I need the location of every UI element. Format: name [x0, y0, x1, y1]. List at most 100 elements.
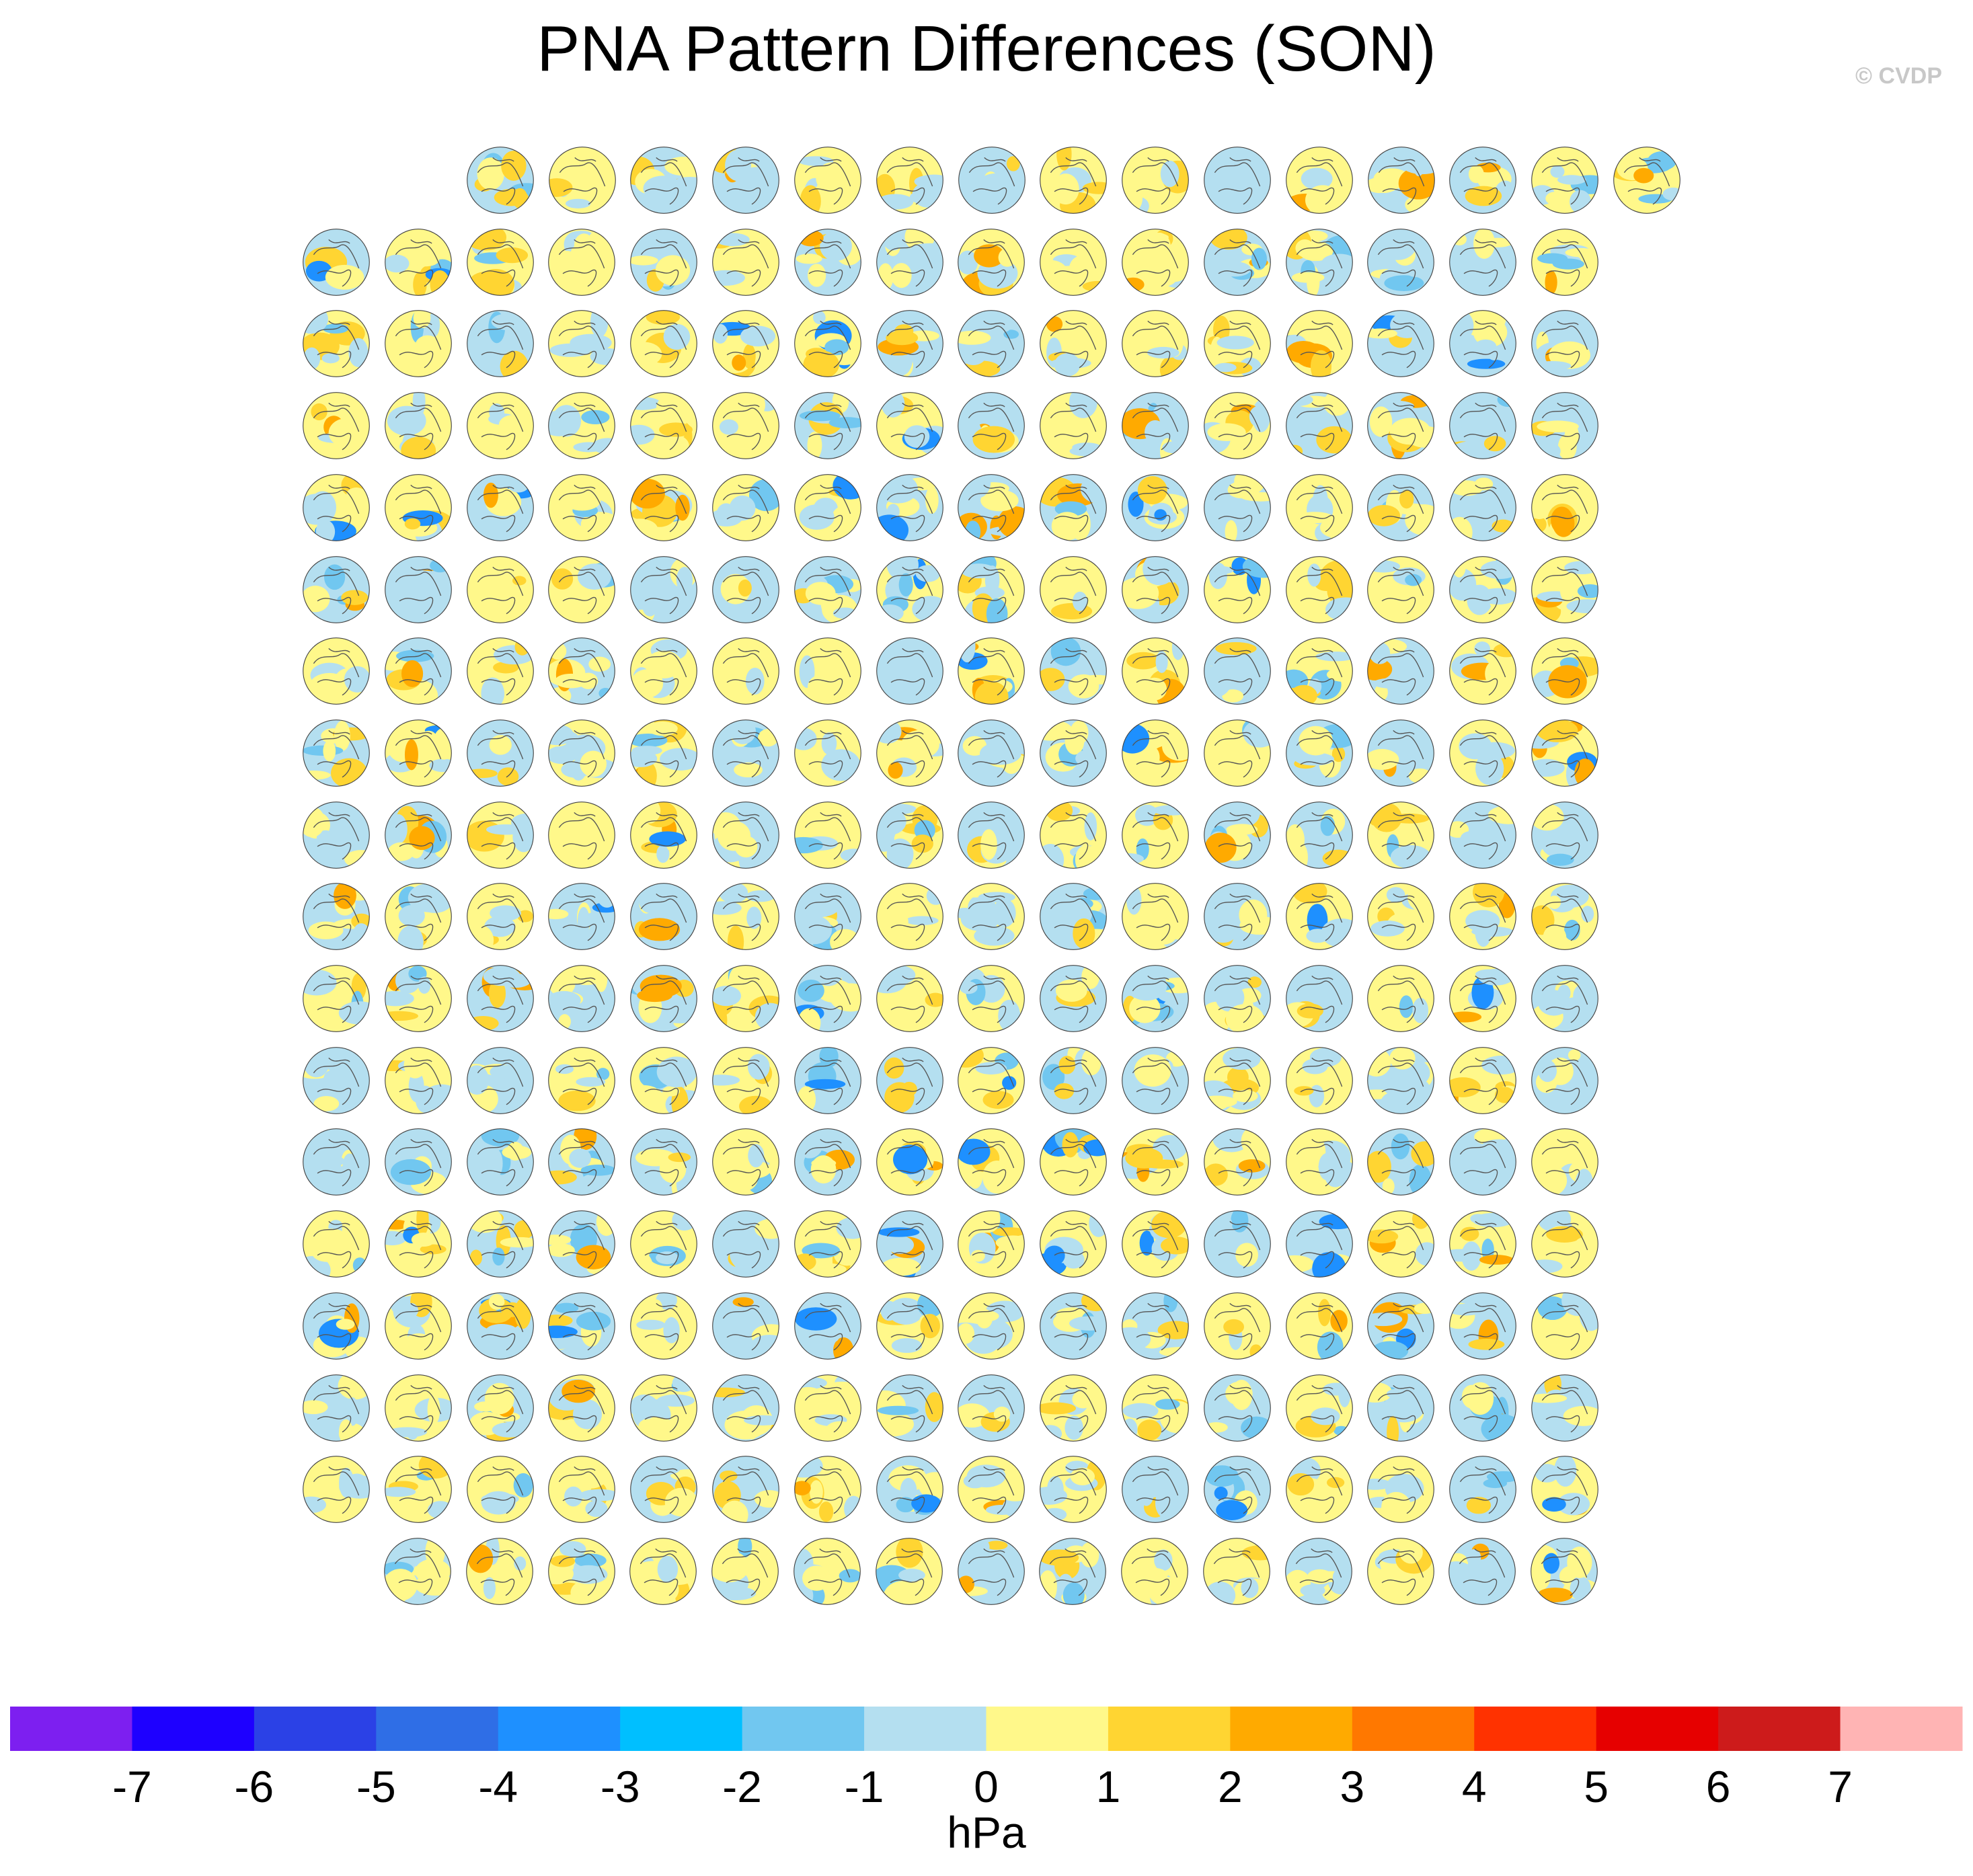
map-panel	[381, 388, 456, 463]
anomaly-blob	[1557, 175, 1586, 185]
polar-map	[958, 1374, 1026, 1442]
anomaly-blob	[1301, 167, 1333, 190]
coastline	[559, 239, 605, 287]
anomaly-blob	[738, 579, 752, 596]
coastline	[722, 321, 769, 368]
polar-map	[548, 965, 616, 1032]
anomaly-blob	[711, 1551, 750, 1583]
coastline	[641, 1467, 687, 1514]
map-panel	[381, 1288, 456, 1364]
anomaly-blob	[1368, 559, 1401, 573]
anomaly-blob	[796, 916, 832, 945]
anomaly-blob	[467, 1015, 499, 1031]
polar-map	[1367, 473, 1435, 541]
map-panel	[299, 797, 374, 873]
map-border	[794, 147, 861, 214]
map-panel	[1200, 1206, 1275, 1282]
map-border	[1039, 1538, 1107, 1605]
anomaly-blob	[728, 965, 758, 996]
map-border	[794, 883, 861, 951]
coastline	[1460, 648, 1506, 696]
anomaly-blob	[1231, 557, 1249, 575]
polar-map	[466, 801, 534, 869]
polar-map	[1531, 1046, 1598, 1114]
anomaly-blob	[1323, 392, 1350, 416]
map-border	[1122, 719, 1189, 787]
polar-map	[466, 473, 534, 541]
anomaly-blob	[488, 1149, 503, 1178]
colorbar-tick-label: 4	[1462, 1762, 1487, 1811]
polar-map	[712, 1046, 779, 1114]
anomaly-blob	[1391, 1134, 1410, 1160]
anomaly-blob	[876, 604, 904, 622]
polar-map	[466, 555, 534, 623]
coastline	[477, 157, 524, 205]
map-panel	[1527, 1452, 1602, 1527]
coastline	[886, 975, 933, 1023]
map-panel	[1282, 388, 1357, 463]
map-panel	[872, 143, 947, 218]
map-border	[712, 1456, 779, 1524]
chart-title: PNA Pattern Differences (SON)	[537, 13, 1436, 85]
map-panel	[954, 143, 1030, 218]
anomaly-blob	[1148, 264, 1178, 287]
coastline	[1214, 1057, 1261, 1105]
coastline	[1132, 402, 1179, 451]
map-panel	[544, 1043, 619, 1118]
polar-map	[1449, 473, 1517, 541]
anomaly-blob	[564, 1486, 583, 1507]
map-panel	[626, 961, 701, 1036]
map-border	[1449, 1210, 1517, 1278]
coastline	[804, 648, 851, 696]
polar-map	[1203, 228, 1271, 296]
anomaly-blob	[1298, 726, 1333, 756]
map-panel	[463, 1124, 538, 1200]
coastline	[641, 1302, 687, 1351]
anomaly-blob	[1561, 1292, 1594, 1316]
map-border	[1367, 310, 1435, 378]
anomaly-blob	[403, 1052, 426, 1079]
anomaly-blob	[721, 1050, 750, 1064]
coastline	[886, 1139, 933, 1187]
anomaly-blob	[1317, 1011, 1333, 1026]
map-panel	[1200, 715, 1275, 791]
map-border	[1285, 392, 1353, 459]
polar-map	[630, 801, 698, 869]
anomaly-blob	[958, 331, 991, 346]
map-border	[1531, 719, 1598, 787]
polar-map	[630, 883, 698, 951]
polar-map	[630, 1210, 698, 1278]
polar-map	[1285, 1374, 1353, 1442]
anomaly-blob	[408, 884, 448, 912]
anomaly-blob	[1208, 507, 1223, 534]
anomaly-blob	[429, 558, 451, 572]
polar-map	[1531, 801, 1598, 869]
polar-map	[1285, 310, 1353, 378]
map-panel	[954, 552, 1029, 627]
map-border	[876, 1456, 943, 1524]
polar-map	[1449, 555, 1517, 623]
map-panel	[1445, 1452, 1520, 1527]
anomaly-blob	[1217, 1292, 1230, 1323]
anomaly-blob	[961, 563, 997, 578]
anomaly-blob	[562, 1379, 596, 1403]
map-panel	[463, 552, 538, 627]
polar-map	[958, 473, 1026, 541]
anomaly-blob	[489, 905, 521, 921]
map-panel	[790, 225, 865, 300]
polar-map	[712, 1210, 779, 1278]
map-border	[303, 965, 370, 1032]
anomaly-blob	[915, 564, 940, 582]
anomaly-blob	[799, 410, 841, 422]
coastline	[559, 730, 605, 778]
anomaly-blob	[596, 884, 615, 908]
map-panel	[954, 1534, 1029, 1609]
anomaly-blob	[596, 1067, 610, 1081]
anomaly-blob	[1204, 666, 1231, 699]
colorbar-tick-label: 5	[1584, 1762, 1609, 1811]
map-panel	[872, 1534, 947, 1609]
anomaly-blob	[558, 1090, 596, 1111]
anomaly-blob	[740, 325, 776, 347]
map-border	[630, 1046, 698, 1114]
anomaly-blob	[324, 1257, 354, 1275]
